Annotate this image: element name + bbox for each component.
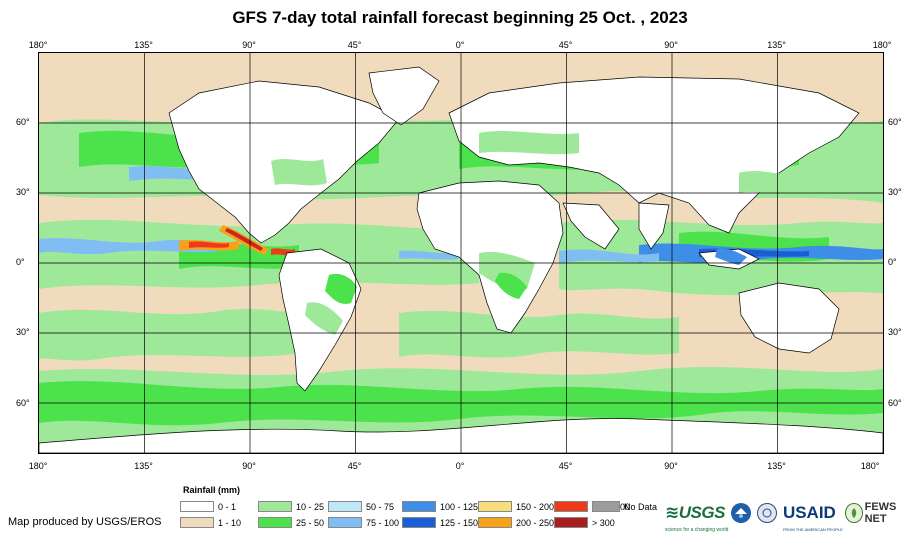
lat-tick-left: 0° (16, 257, 25, 267)
graticule (39, 53, 883, 453)
lon-tick-top: 135° (134, 40, 153, 50)
legend-label: 1 - 10 (218, 517, 242, 528)
legend-label: 25 - 50 (296, 517, 325, 528)
usgs-logo[interactable]: ≋USGS science for a changing world (665, 503, 728, 533)
state-dept-seal[interactable] (756, 503, 777, 523)
lon-tick-bottom: 90° (242, 461, 256, 471)
legend-item: 75 - 100 (328, 517, 399, 528)
legend-swatch (554, 501, 588, 512)
land-rain-patches (271, 131, 799, 335)
legend-item: 1 - 10 (180, 517, 241, 528)
lat-tick-right: 0° (888, 257, 897, 267)
lon-tick-bottom: 135° (767, 461, 786, 471)
partner-logos: ≋USGS science for a changing world USAID… (665, 498, 920, 533)
legend-label: No Data (624, 501, 658, 512)
legend-item: 0 - 1 (180, 501, 236, 512)
eurasia (448, 76, 860, 234)
extreme-rain-areas (179, 225, 295, 256)
lon-tick-top: 180° (872, 40, 892, 50)
legend-item: 200 - 250 (478, 517, 554, 528)
lon-tick-bottom: 180° (28, 461, 48, 471)
legend-label: 10 - 25 (296, 501, 325, 512)
usaid-logo[interactable]: USAID FROM THE AMERICAN PEOPLE (782, 503, 843, 532)
legend-item: 150 - 200 (478, 501, 554, 512)
legend-label: > 300 (592, 517, 615, 528)
lat-tick-left: 60° (16, 398, 30, 408)
noaa-logo-icon (730, 503, 751, 523)
legend-swatch (328, 517, 362, 528)
legend-swatch (328, 501, 362, 512)
lon-tick-bottom: 135° (134, 461, 153, 471)
legend-label: 50 - 75 (366, 501, 395, 512)
india (638, 202, 670, 250)
legend-item: 50 - 75 (328, 501, 394, 512)
lon-tick-top: 45° (558, 40, 573, 50)
usaid-tagline: FROM THE AMERICAN PEOPLE (782, 527, 843, 532)
legend-swatch (478, 501, 512, 512)
lat-tick-right: 30° (888, 327, 902, 337)
lat-tick-right: 30° (888, 187, 902, 197)
lon-tick-top: 90° (664, 40, 678, 50)
legend-label: 125 - 150 (440, 517, 479, 528)
legend-item: > 300 (554, 517, 615, 528)
legend-title: Rainfall (mm) (183, 485, 241, 495)
lon-tick-top: 45° (347, 40, 362, 50)
greenland (368, 66, 440, 126)
fews-net-logo[interactable]: FEWS NET (844, 501, 914, 525)
lat-tick-left: 30° (16, 187, 30, 197)
legend-item: 10 - 25 (258, 501, 324, 512)
legend-item: No Data (592, 501, 657, 512)
lon-tick-bottom: 45° (558, 461, 573, 471)
lat-tick-left: 30° (16, 327, 30, 337)
fews-globe-icon (844, 503, 863, 523)
map-credit: Map produced by USGS/EROS (8, 516, 162, 528)
lon-tick-bottom: 0° (455, 461, 465, 471)
itcz-heavy-rain (39, 166, 883, 263)
lon-tick-bottom: 90° (664, 461, 678, 471)
legend-item: 25 - 50 (258, 517, 324, 528)
legend-item: 125 - 150 (402, 517, 478, 528)
legend-label: 200 - 250 (516, 517, 555, 528)
lon-tick-top: 90° (242, 40, 256, 50)
lon-tick-top: 0° (455, 40, 465, 50)
usaid-wordmark: USAID (782, 503, 836, 522)
lon-tick-bottom: 180° (860, 461, 880, 471)
fews-net-label: FEWS NET (864, 501, 897, 525)
lon-tick-top: 180° (28, 40, 48, 50)
legend-label: 0 - 1 (218, 501, 237, 512)
legend-swatch (402, 501, 436, 512)
lat-tick-left: 60° (16, 117, 30, 127)
usgs-tagline: science for a changing world (665, 527, 729, 533)
legend-label: 75 - 100 (366, 517, 400, 528)
lat-tick-right: 60° (888, 398, 902, 408)
rainfall-map[interactable] (38, 52, 884, 454)
lon-tick-top: 135° (767, 40, 786, 50)
legend-swatch (180, 501, 214, 512)
legend-swatch (478, 517, 512, 528)
usgs-label: USGS (678, 503, 726, 522)
legend-swatch (258, 501, 292, 512)
lat-tick-right: 60° (888, 117, 902, 127)
lon-tick-bottom: 45° (347, 461, 362, 471)
map-title: GFS 7-day total rainfall forecast beginn… (232, 8, 688, 27)
arabia (562, 202, 620, 250)
legend-label: 150 - 200 (516, 501, 555, 512)
state-department-seal-icon (756, 503, 777, 523)
legend-swatch (554, 517, 588, 528)
rainfall-map-svg (39, 53, 883, 453)
legend-swatch (258, 517, 292, 528)
legend-swatch (592, 501, 620, 512)
noaa-logo[interactable] (730, 503, 751, 523)
legend-swatch (402, 517, 436, 528)
legend-swatch (180, 517, 214, 528)
usgs-wordmark: ≋USGS (665, 503, 726, 522)
australia (738, 282, 840, 354)
legend-item: 100 - 125 (402, 501, 478, 512)
legend-label: 100 - 125 (440, 501, 479, 512)
